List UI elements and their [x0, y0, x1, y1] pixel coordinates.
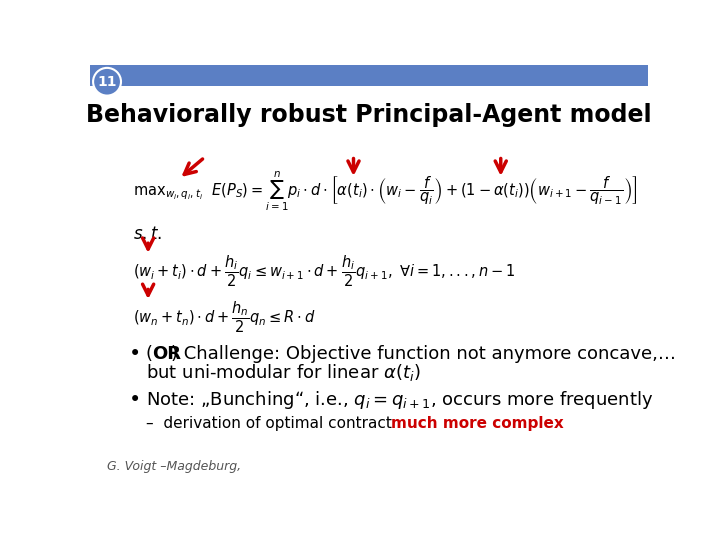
- Text: 11: 11: [97, 75, 117, 89]
- Text: $s.t.$: $s.t.$: [132, 225, 162, 243]
- Text: •: •: [129, 390, 141, 410]
- Text: G. Voigt –Magdeburg,: G. Voigt –Magdeburg,: [107, 460, 241, 473]
- Text: –  derivation of optimal contract: – derivation of optimal contract: [145, 416, 397, 431]
- Circle shape: [93, 68, 121, 96]
- Text: OR: OR: [152, 345, 181, 362]
- Text: •: •: [129, 343, 141, 363]
- Text: but uni-modular for linear $\alpha(t_i)$: but uni-modular for linear $\alpha(t_i)$: [145, 362, 420, 383]
- Text: $\left(w_i + t_i\right) \cdot d + \dfrac{h_i}{2} q_i \leq w_{i+1} \cdot d + \dfr: $\left(w_i + t_i\right) \cdot d + \dfrac…: [132, 254, 515, 289]
- Text: ) Challenge: Objective function not anymore concave,…: ) Challenge: Objective function not anym…: [171, 345, 675, 362]
- Text: Behaviorally robust Principal-Agent model: Behaviorally robust Principal-Agent mode…: [86, 103, 652, 127]
- Text: (: (: [145, 345, 153, 362]
- Text: $\left(w_n + t_n\right) \cdot d + \dfrac{h_n}{2} q_n \leq R \cdot d$: $\left(w_n + t_n\right) \cdot d + \dfrac…: [132, 300, 315, 335]
- Text: $\mathrm{max}_{w_i,q_i,t_i} \ \ E(P_S) = \sum_{i=1}^{n} p_i \cdot d \cdot \left[: $\mathrm{max}_{w_i,q_i,t_i} \ \ E(P_S) =…: [132, 170, 637, 213]
- Bar: [90, 65, 648, 86]
- Text: much more complex: much more complex: [391, 416, 564, 431]
- Text: Note: „Bunching“, i.e., $q_i=q_{i+1}$, occurs more frequently: Note: „Bunching“, i.e., $q_i=q_{i+1}$, o…: [145, 389, 653, 411]
